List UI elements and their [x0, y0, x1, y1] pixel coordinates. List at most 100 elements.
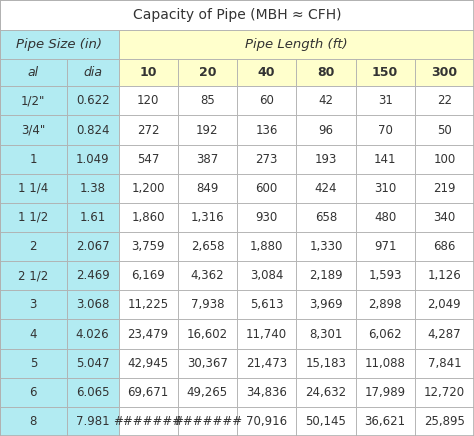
Bar — [178, 378, 237, 407]
Bar — [296, 378, 356, 407]
Bar — [356, 320, 415, 349]
Text: 4.026: 4.026 — [76, 327, 109, 341]
Text: 1,200: 1,200 — [131, 182, 165, 195]
Bar — [118, 378, 178, 407]
Bar — [356, 59, 415, 86]
Bar — [118, 232, 178, 261]
Text: 69,671: 69,671 — [128, 386, 169, 399]
Text: 1.38: 1.38 — [80, 182, 106, 195]
Bar — [296, 290, 356, 320]
Text: 8,301: 8,301 — [309, 327, 343, 341]
Bar — [356, 378, 415, 407]
Bar — [178, 59, 237, 86]
Text: 21,473: 21,473 — [246, 357, 287, 370]
Bar — [237, 145, 296, 174]
Text: 22: 22 — [437, 95, 452, 107]
Bar — [118, 261, 178, 290]
Text: 31: 31 — [378, 95, 392, 107]
Bar — [178, 261, 237, 290]
Text: 0.824: 0.824 — [76, 123, 109, 136]
Bar — [356, 116, 415, 145]
Bar — [67, 261, 118, 290]
Text: 85: 85 — [200, 95, 215, 107]
Text: 3/4": 3/4" — [21, 123, 46, 136]
Text: 2.469: 2.469 — [76, 269, 109, 282]
Text: 120: 120 — [137, 95, 159, 107]
Text: 6,062: 6,062 — [368, 327, 402, 341]
Text: 2 1/2: 2 1/2 — [18, 269, 48, 282]
Bar — [296, 145, 356, 174]
Bar — [118, 174, 178, 203]
Bar — [0, 290, 67, 320]
Bar — [67, 116, 118, 145]
Bar — [356, 86, 415, 116]
Text: 4,362: 4,362 — [191, 269, 224, 282]
Bar — [178, 320, 237, 349]
Bar — [67, 407, 118, 436]
Text: 1,593: 1,593 — [368, 269, 402, 282]
Text: 15,183: 15,183 — [305, 357, 346, 370]
Text: 3.068: 3.068 — [76, 298, 109, 311]
Text: Capacity of Pipe (MBH ≈ CFH): Capacity of Pipe (MBH ≈ CFH) — [133, 8, 341, 22]
Bar — [178, 290, 237, 320]
Bar — [237, 86, 296, 116]
Text: 34,836: 34,836 — [246, 386, 287, 399]
Bar — [0, 59, 67, 86]
Bar — [67, 174, 118, 203]
Bar — [296, 320, 356, 349]
Bar — [0, 116, 67, 145]
Bar — [415, 261, 474, 290]
Text: 300: 300 — [431, 66, 457, 79]
Text: 150: 150 — [372, 66, 398, 79]
Bar — [178, 232, 237, 261]
Text: 273: 273 — [255, 153, 278, 166]
Text: 686: 686 — [433, 240, 456, 253]
Bar — [237, 232, 296, 261]
Bar — [118, 30, 474, 59]
Bar — [118, 59, 178, 86]
Text: 7.981: 7.981 — [76, 415, 109, 428]
Bar — [0, 86, 67, 116]
Text: 11,225: 11,225 — [128, 298, 169, 311]
Text: 40: 40 — [258, 66, 275, 79]
Text: 23,479: 23,479 — [128, 327, 169, 341]
Bar — [0, 30, 118, 59]
Bar — [67, 59, 118, 86]
Text: 50: 50 — [437, 123, 452, 136]
Bar — [237, 261, 296, 290]
Text: 80: 80 — [317, 66, 335, 79]
Bar — [0, 378, 67, 407]
Bar — [415, 203, 474, 232]
Bar — [67, 145, 118, 174]
Text: 658: 658 — [315, 211, 337, 224]
Bar — [67, 86, 118, 116]
Bar — [356, 203, 415, 232]
Text: 4,287: 4,287 — [428, 327, 461, 341]
Text: 1.049: 1.049 — [76, 153, 109, 166]
Bar — [237, 407, 296, 436]
Text: 42,945: 42,945 — [128, 357, 169, 370]
Bar — [237, 203, 296, 232]
Text: 219: 219 — [433, 182, 456, 195]
Bar — [415, 174, 474, 203]
Text: 30,367: 30,367 — [187, 357, 228, 370]
Text: 8: 8 — [30, 415, 37, 428]
Text: 60: 60 — [259, 95, 274, 107]
Text: 11,740: 11,740 — [246, 327, 287, 341]
Text: 24,632: 24,632 — [305, 386, 346, 399]
Bar — [296, 349, 356, 378]
Bar — [118, 116, 178, 145]
Text: 3,969: 3,969 — [309, 298, 343, 311]
Text: 1,126: 1,126 — [428, 269, 461, 282]
Text: 42: 42 — [319, 95, 333, 107]
Bar — [67, 349, 118, 378]
Text: 50,145: 50,145 — [305, 415, 346, 428]
Bar — [0, 0, 474, 30]
Bar — [178, 86, 237, 116]
Text: dia: dia — [83, 66, 102, 79]
Bar — [0, 145, 67, 174]
Text: 1,880: 1,880 — [250, 240, 283, 253]
Bar — [178, 174, 237, 203]
Bar — [415, 59, 474, 86]
Text: 192: 192 — [196, 123, 219, 136]
